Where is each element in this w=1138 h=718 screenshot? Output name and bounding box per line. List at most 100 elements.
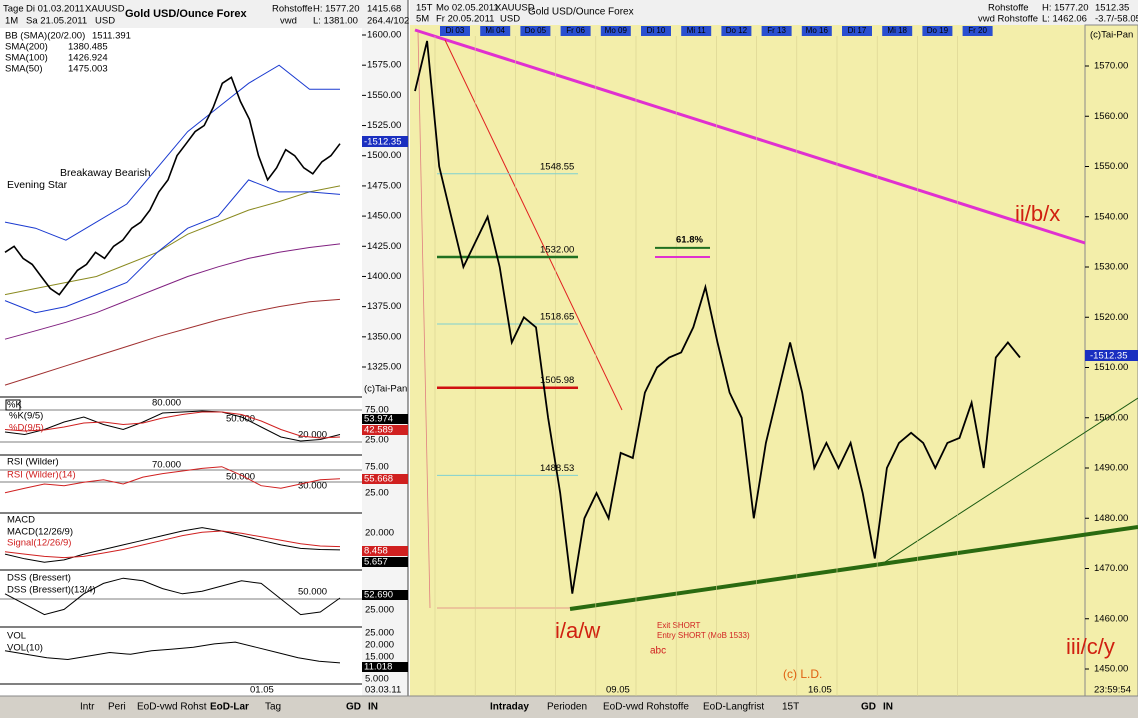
left-toolbar: Intr Peri EoD-vwd Rohst EoD-Lar Tag GD I… <box>80 702 378 713</box>
series-line <box>4 243 341 340</box>
series-line <box>4 530 341 559</box>
scale: 25.00 <box>365 435 389 446</box>
header-text: 1415.68 <box>367 4 401 15</box>
day-tab <box>761 26 792 36</box>
scale: 5.657 <box>364 557 388 568</box>
y-tick-label: 1470.00 <box>1094 563 1128 574</box>
tab[interactable]: Intraday <box>490 702 529 713</box>
series-line <box>4 411 341 439</box>
scale: 25.000 <box>365 605 394 616</box>
day-label: Do 19 <box>927 26 949 35</box>
y-tick-label: 1550.00 <box>1094 161 1128 172</box>
scale: 42.589 <box>364 425 393 436</box>
note: Entry SHORT (MoB 1533) <box>657 631 750 640</box>
price-marker <box>1085 350 1138 361</box>
y-tick-label: 1375.00 <box>367 301 401 312</box>
y-tick-label: 1500.00 <box>1094 412 1128 423</box>
trend-lines <box>414 28 1138 611</box>
legend-name: SMA(50) <box>5 64 42 75</box>
level: 50.000 <box>298 587 327 598</box>
y-tick-label: 1480.00 <box>1094 513 1128 524</box>
dropdown[interactable]: Tag <box>265 702 281 713</box>
day-label: Mi 04 <box>485 26 505 35</box>
y-tick-label: 1525.00 <box>367 120 401 131</box>
series-line <box>4 185 341 296</box>
wave-label: i/a/w <box>555 618 600 643</box>
series-line <box>4 466 341 494</box>
header-text: vwd <box>280 16 297 27</box>
tab[interactable]: Intr <box>80 702 95 713</box>
day-label: Fr 20 <box>968 26 987 35</box>
day-tab <box>600 26 631 36</box>
y-tick-label: 1550.00 <box>367 90 401 101</box>
header-text: L: 1381.00 <box>313 16 358 27</box>
legend-name: BB (SMA)(20/2.00) <box>5 31 85 42</box>
y-tick-label: 1530.00 <box>1094 262 1128 273</box>
tab[interactable]: EoD-Lar <box>210 702 249 713</box>
day-tab <box>641 26 671 36</box>
button[interactable]: IN <box>368 702 378 713</box>
scale: 55.668 <box>364 474 393 485</box>
day-label: Mo 16 <box>806 26 829 35</box>
day-tab <box>520 26 551 36</box>
copyright: (c)Tai-Pan <box>1090 30 1133 41</box>
dropdown[interactable]: 15T <box>782 702 799 713</box>
series-line <box>4 527 341 563</box>
day-tab <box>721 26 752 36</box>
fib-label: 1488.53 <box>540 463 574 474</box>
tab[interactable]: Perioden <box>547 702 587 713</box>
day-label: Di 10 <box>647 26 666 35</box>
y-tick-label: 1475.00 <box>367 180 401 191</box>
button[interactable]: GD <box>861 702 876 713</box>
series-line <box>4 577 341 616</box>
day-tab <box>681 26 712 36</box>
button[interactable]: IN <box>883 702 893 713</box>
tab[interactable]: EoD-vwd Rohst <box>137 702 207 713</box>
series-line <box>4 410 341 442</box>
button[interactable]: GD <box>346 702 361 713</box>
header-text: Rohstoffe <box>988 3 1029 14</box>
tab[interactable]: EoD-Langfrist <box>703 702 764 713</box>
y-tick-label: 1600.00 <box>367 30 401 41</box>
header-text: 1512.35 <box>1095 3 1129 14</box>
scale: 15.000 <box>365 652 394 663</box>
header-text: Fr 20.05.2011 <box>436 14 494 25</box>
price-marker <box>362 136 408 147</box>
tab[interactable]: Peri <box>108 702 126 713</box>
day-tab <box>922 26 953 36</box>
y-tick-label: 1570.00 <box>1094 61 1128 72</box>
price-marker-label: -1512.35 <box>1090 351 1128 362</box>
header-text: Tage <box>3 4 24 15</box>
annotation: Evening Star <box>7 179 68 191</box>
note: abc <box>650 646 666 657</box>
fib-label: 1505.98 <box>540 375 574 386</box>
y-tick-label: 1450.00 <box>367 211 401 222</box>
y-tick-label: 1520.00 <box>1094 312 1128 323</box>
value-box <box>362 557 408 567</box>
right-header: 15T Mo 02.05.2011 XAUUSD Gold USD/Ounce … <box>416 3 1138 25</box>
level: 70.000 <box>152 460 181 471</box>
fib-label: 1518.65 <box>540 312 574 323</box>
scale: 8.458 <box>364 546 388 557</box>
series-line <box>414 40 1021 594</box>
indicator-title: MACD <box>7 515 35 526</box>
price-marker-label: -1512.35 <box>364 137 402 148</box>
day-label: Fr 13 <box>767 26 786 35</box>
day-label: Di 17 <box>848 26 867 35</box>
day-tab <box>882 26 913 36</box>
day-tab <box>962 26 993 36</box>
value-box <box>362 474 408 484</box>
level: 20.000 <box>298 430 327 441</box>
header-text: 1M <box>5 16 18 27</box>
indicator-title: %K <box>7 400 22 411</box>
toolbar <box>0 696 1138 718</box>
day-label: Mi 18 <box>887 26 907 35</box>
tab[interactable]: EoD-vwd Rohstoffe <box>603 702 689 713</box>
header-text: XAUUSD <box>85 4 125 15</box>
fib-label: 1548.55 <box>540 161 574 172</box>
series-line <box>4 76 341 296</box>
annotation: Breakaway Bearish <box>60 167 151 179</box>
day-tab <box>842 26 872 36</box>
copyright: (c)Tai-Pan <box>364 384 407 395</box>
header-title: Gold USD/Ounce Forex <box>528 7 634 18</box>
